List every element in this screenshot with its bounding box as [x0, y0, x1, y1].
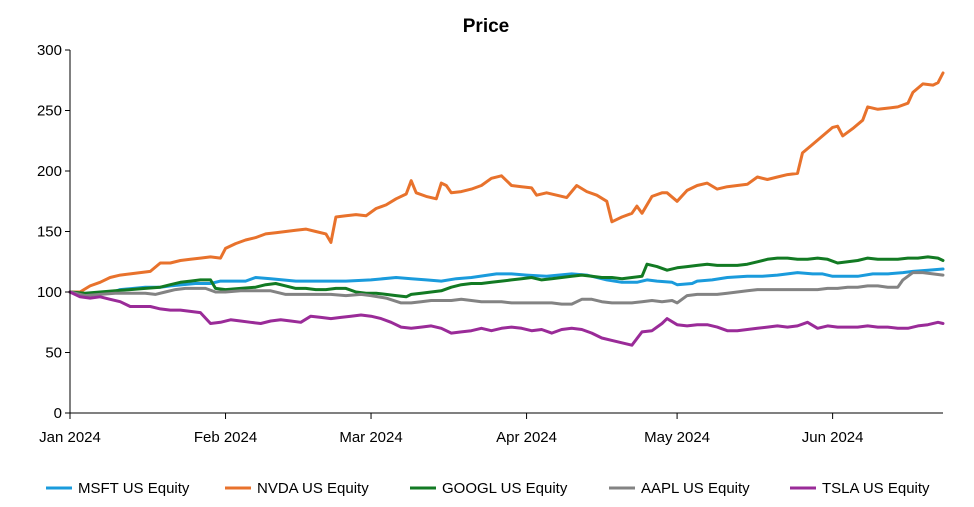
series-line-googl: [68, 255, 945, 299]
x-tick-label: Apr 2024: [496, 429, 557, 446]
y-tick-label: 0: [54, 405, 62, 422]
x-tick-label: Jan 2024: [39, 429, 101, 446]
series-line-nvda: [68, 71, 945, 294]
series-line-tsla: [68, 290, 945, 347]
y-tick-label: 200: [37, 163, 62, 180]
y-tick-label: 100: [37, 284, 62, 301]
chart-title: Price: [463, 16, 509, 37]
x-tick-label: Feb 2024: [194, 429, 257, 446]
legend-label-msft: MSFT US Equity: [78, 480, 190, 497]
y-tick-label: 250: [37, 103, 62, 120]
series-lines: [68, 71, 945, 347]
y-tick-label: 150: [37, 224, 62, 241]
legend: MSFT US Equity NVDA US Equity GOOGL US Equ…: [46, 480, 930, 497]
y-tick-label: 300: [37, 42, 62, 59]
legend-label-googl: GOOGL US Equity: [442, 480, 568, 497]
x-tick-label: Jun 2024: [802, 429, 864, 446]
legend-label-nvda: NVDA US Equity: [257, 480, 369, 497]
series-line-msft: [68, 267, 945, 296]
axes: 0 50 100 150 200 250 300 Jan 2024 Feb 2024 Mar 20…: [37, 42, 943, 446]
series-line-aapl: [68, 271, 945, 306]
legend-label-tsla: TSLA US Equity: [822, 480, 930, 497]
x-tick-label: May 2024: [644, 429, 710, 446]
y-tick-label: 50: [45, 345, 62, 362]
x-tick-label: Mar 2024: [339, 429, 402, 446]
legend-label-aapl: AAPL US Equity: [641, 480, 750, 497]
